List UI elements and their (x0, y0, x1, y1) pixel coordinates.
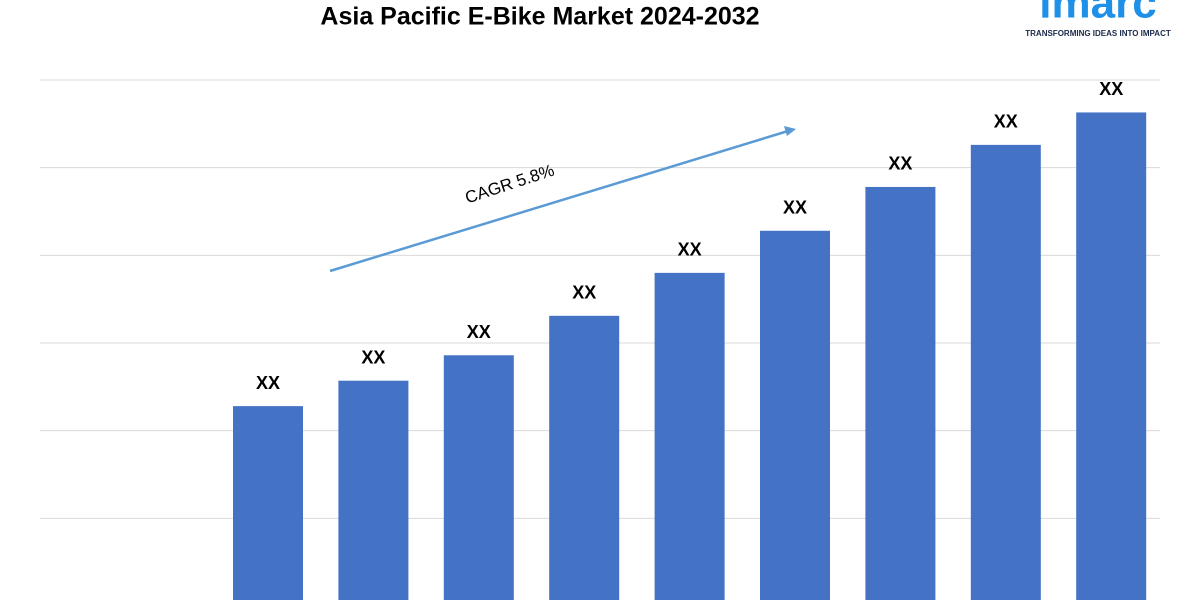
value-label: XX (572, 283, 596, 303)
value-label: XX (1099, 79, 1123, 99)
cagr-arrow (329, 129, 789, 273)
chart-title: Asia Pacific E-Bike Market 2024-2032 (320, 3, 759, 31)
value-label: XX (678, 240, 702, 260)
value-label: XX (467, 322, 491, 342)
cagr-arrowhead (784, 126, 796, 136)
bar (233, 406, 303, 600)
logo-tagline: TRANSFORMING IDEAS INTO IMPACT (1025, 29, 1171, 38)
bar (654, 272, 725, 600)
value-label: XX (256, 373, 280, 393)
bar (865, 186, 936, 600)
value-label: XX (888, 154, 912, 174)
bar (443, 355, 514, 600)
bar (549, 315, 620, 600)
logo-name: imarc (1039, 0, 1156, 28)
bar (338, 380, 409, 600)
value-label: XX (783, 198, 807, 218)
value-label: XX (994, 112, 1018, 132)
bar (970, 144, 1041, 600)
bar (1076, 112, 1147, 600)
value-label: XX (361, 347, 385, 367)
bar (760, 230, 830, 600)
